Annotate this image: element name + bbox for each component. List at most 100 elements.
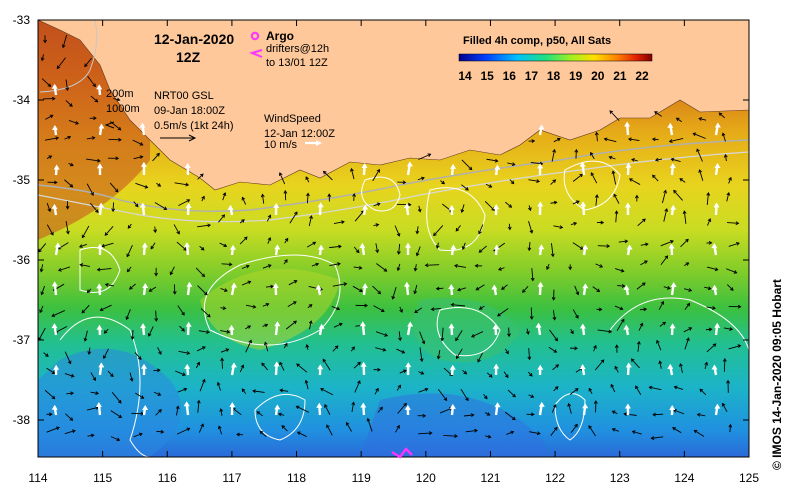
- current-vector: [296, 405, 310, 413]
- current-vector-head: [357, 380, 361, 385]
- current-vector: [41, 54, 45, 61]
- current-vector-head: [56, 65, 61, 70]
- current-vector-head: [465, 187, 469, 191]
- current-vector: [618, 240, 628, 243]
- current-vector: [399, 370, 407, 374]
- current-vector: [323, 171, 333, 181]
- current-vector: [262, 324, 268, 327]
- current-vector-head: [656, 339, 660, 344]
- current-vector: [153, 369, 160, 372]
- current-vector: [684, 303, 690, 310]
- current-vector-head: [264, 323, 269, 328]
- current-vector: [479, 305, 485, 310]
- current-vector-head: [397, 384, 402, 389]
- current-vector-head: [708, 327, 713, 332]
- current-vector-head: [51, 96, 56, 101]
- current-vector-head: [376, 168, 380, 173]
- current-vector-head: [729, 287, 734, 291]
- wind-vector-head: [711, 243, 718, 249]
- wind-vector-head: [96, 324, 103, 330]
- wind-vector-head: [625, 162, 632, 168]
- current-vector-head: [484, 395, 488, 400]
- current-vector-head: [144, 185, 149, 189]
- current-vector-head: [204, 291, 208, 296]
- current-vector: [692, 133, 706, 139]
- current-vector-head: [140, 395, 145, 399]
- current-vector-head: [75, 121, 79, 125]
- current-vector: [725, 268, 737, 274]
- current-vector-head: [47, 208, 52, 213]
- contour-arrow-icon: [104, 121, 115, 129]
- current-vector-head: [222, 192, 227, 196]
- current-vector: [414, 284, 418, 294]
- current-vector: [79, 243, 87, 248]
- current-vector: [553, 138, 561, 143]
- wind-vector-head: [53, 164, 60, 170]
- current-vector-head: [507, 333, 511, 338]
- current-vector: [308, 215, 312, 227]
- current-vector-head: [71, 429, 76, 434]
- current-vector: [375, 347, 386, 351]
- current-vector-head: [220, 357, 225, 362]
- current-vector-head: [351, 401, 356, 406]
- current-vector: [65, 100, 73, 107]
- current-vector-head: [99, 307, 104, 312]
- current-vector-head: [433, 232, 437, 237]
- current-vector: [652, 138, 659, 141]
- current-vector: [288, 280, 298, 286]
- current-vector: [461, 159, 473, 170]
- wind-vector-head: [53, 364, 60, 370]
- current-vector: [44, 137, 59, 141]
- current-vector-head: [117, 126, 122, 131]
- current-vector-head: [90, 433, 95, 438]
- current-vector: [462, 369, 467, 375]
- current-vector: [649, 386, 662, 391]
- current-source: NRT00 GSL: [154, 90, 214, 102]
- current-vector: [661, 190, 667, 204]
- wind-vector-head: [714, 122, 721, 128]
- current-vector-head: [454, 434, 458, 438]
- current-vector: [278, 413, 285, 416]
- current-vector-head: [570, 330, 574, 335]
- current-vector-head: [376, 202, 381, 207]
- contour-200m: [38, 139, 749, 212]
- current-vector: [62, 34, 68, 48]
- current-vector: [726, 284, 734, 291]
- current-vector-head: [279, 361, 283, 366]
- current-vector: [261, 362, 269, 371]
- wind-vector-head: [711, 364, 718, 370]
- current-vector-head: [51, 395, 56, 400]
- current-scale: 0.5m/s (1kt 24h): [154, 120, 233, 132]
- current-vector: [550, 201, 557, 204]
- current-vector: [197, 224, 211, 228]
- wind-vector-head: [317, 202, 324, 208]
- lat-tick-label: -34: [13, 93, 31, 107]
- colorbar-tick-label: 22: [635, 69, 649, 83]
- current-vector: [615, 211, 618, 223]
- current-vector-head: [70, 391, 75, 396]
- current-vector-head: [728, 176, 732, 181]
- current-vector: [131, 330, 134, 340]
- current-vector: [617, 285, 625, 287]
- current-vector: [66, 392, 74, 395]
- current-vector: [353, 362, 361, 369]
- current-vector-head: [621, 284, 626, 288]
- current-vector-head: [111, 208, 116, 213]
- current-vector-head: [55, 136, 60, 141]
- current-vector: [156, 430, 164, 433]
- current-vector: [414, 264, 417, 271]
- current-vector-head: [79, 263, 84, 267]
- current-vector-head: [679, 362, 683, 367]
- current-vector: [614, 366, 619, 373]
- current-vector-head: [668, 139, 673, 143]
- current-vector: [673, 409, 685, 415]
- current-vector: [728, 242, 740, 247]
- wind-vector-head: [51, 323, 58, 329]
- current-vector-head: [528, 372, 533, 377]
- current-vector: [129, 283, 136, 290]
- current-vector: [497, 308, 509, 317]
- current-vector: [199, 379, 206, 392]
- current-vector-head: [377, 367, 381, 372]
- current-vector-head: [156, 152, 160, 157]
- current-vector: [628, 138, 640, 141]
